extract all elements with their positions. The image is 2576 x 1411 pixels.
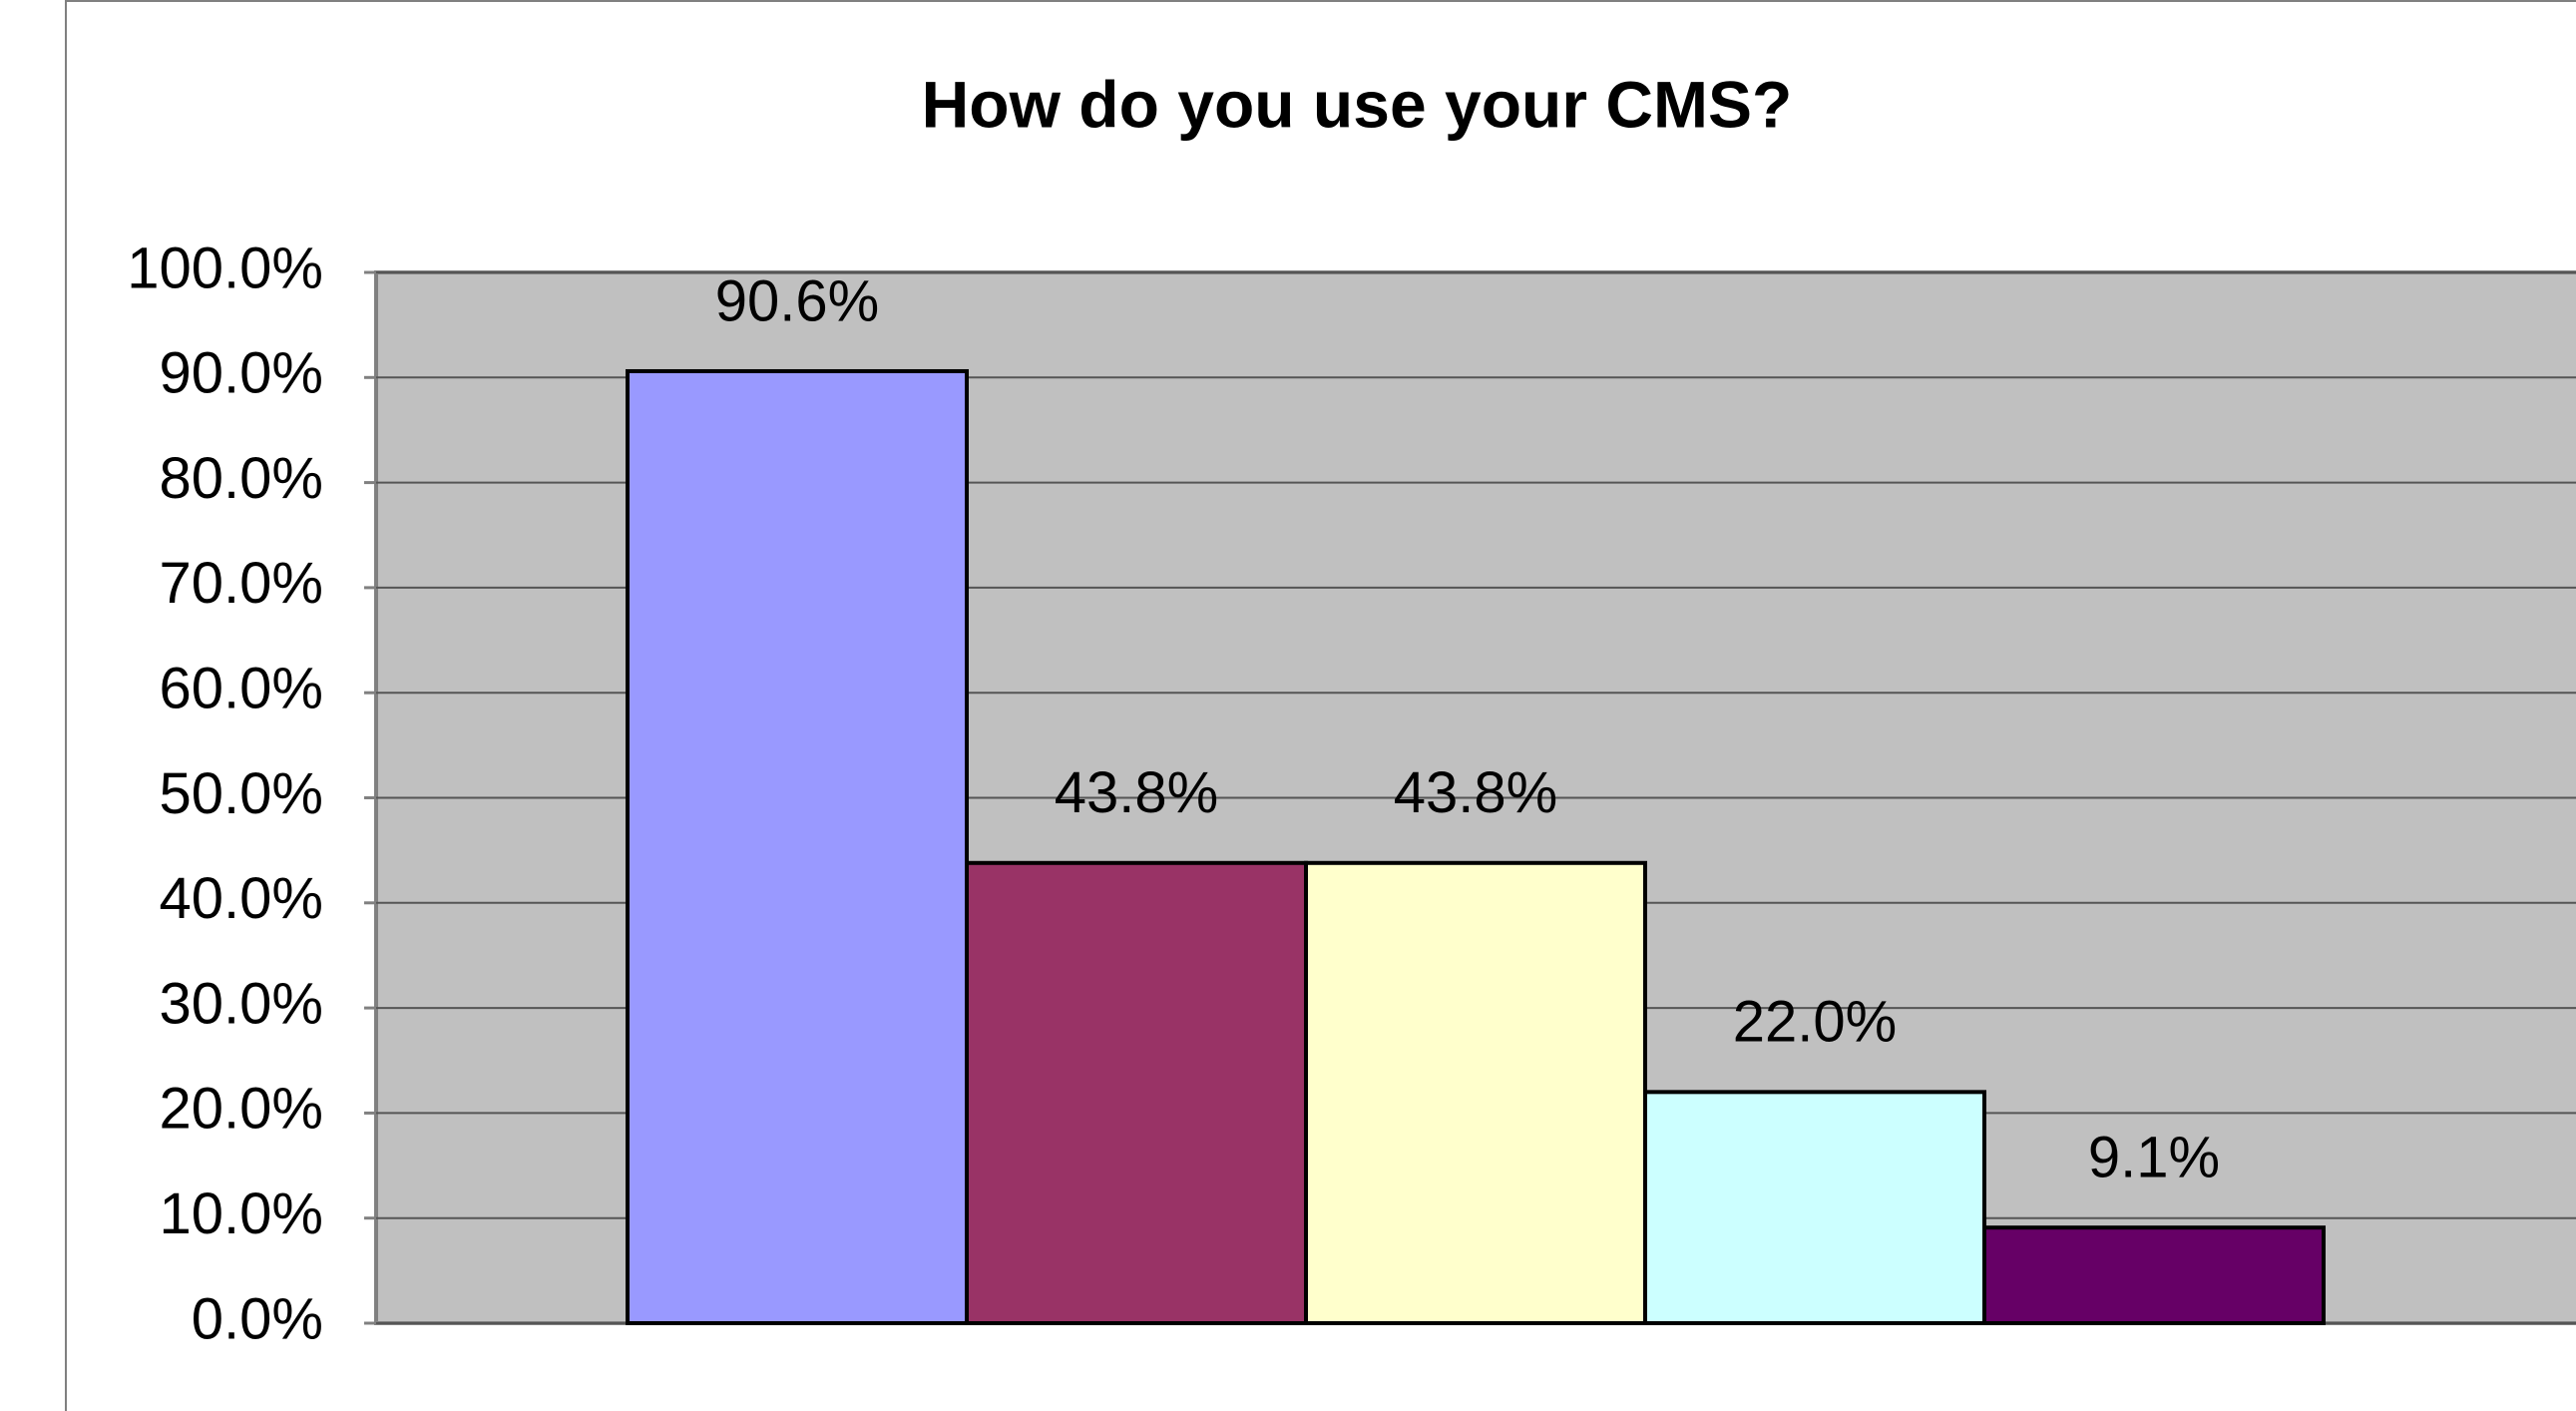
- y-tick-label: 30.0%: [160, 971, 323, 1036]
- y-tick-label: 90.0%: [160, 341, 323, 406]
- data-label: 22.0%: [1733, 990, 1897, 1055]
- bar: [626, 368, 969, 1325]
- y-tick-label: 60.0%: [160, 657, 323, 721]
- data-label: 9.1%: [2088, 1126, 2220, 1190]
- y-tick-label: 40.0%: [160, 866, 323, 931]
- chart-title: How do you use your CMS?: [922, 67, 1793, 141]
- data-label: 43.8%: [1394, 760, 1557, 825]
- y-tick-label: 20.0%: [160, 1077, 323, 1142]
- bar: [1982, 1225, 2326, 1325]
- bar: [965, 860, 1308, 1325]
- y-tick-label: 10.0%: [160, 1181, 323, 1246]
- y-tick-label: 0.0%: [192, 1286, 323, 1351]
- data-label: 90.6%: [715, 268, 879, 333]
- y-tick-label: 100.0%: [127, 235, 323, 300]
- data-label: 43.8%: [1055, 760, 1218, 825]
- y-tick-label: 70.0%: [160, 551, 323, 616]
- y-tick-label: 80.0%: [160, 446, 323, 511]
- bar: [1643, 1090, 1986, 1325]
- y-tick-label: 50.0%: [160, 761, 323, 826]
- bar: [1304, 860, 1647, 1325]
